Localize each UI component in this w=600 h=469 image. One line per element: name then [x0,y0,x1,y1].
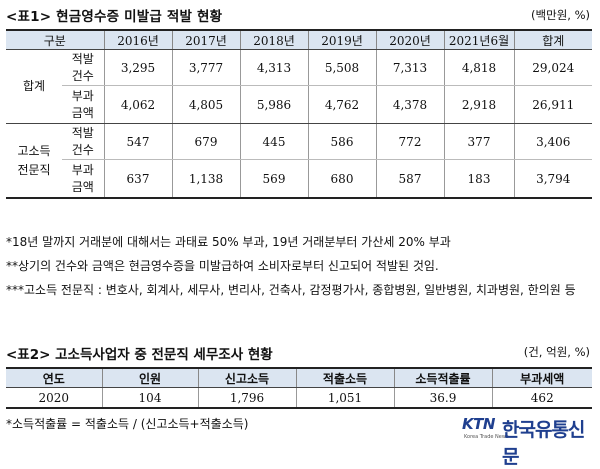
value-cell: 3,794 [513,159,592,199]
metric-line: 적발 [71,125,94,140]
value-cell: 462 [491,387,592,409]
header-cell: 2018년 [239,29,308,50]
group-label-line: 합계 [22,79,46,93]
metric-label: 부과 금액 [62,159,104,199]
value-cell: 1,051 [295,387,394,409]
value-cell: 4,062 [103,85,172,124]
value-cell: 679 [171,123,240,160]
table-row: 부과 금액 4,062 4,805 5,986 4,762 4,378 2,91… [6,85,592,124]
header-cell: 구분 [6,29,104,50]
table2-header-row: 연도 인원 신고소득 적출소득 소득적출률 부과세액 [6,367,592,388]
header-cell: 소득적출률 [393,367,492,388]
logo-name: 한국유통신문 [502,419,585,468]
value-cell: 547 [103,123,172,160]
metric-label: 적발 건수 [62,49,104,86]
header-cell: 2020년 [375,29,444,50]
metric-line: 건수 [71,68,94,83]
value-cell: 29,024 [513,49,592,86]
value-cell: 586 [307,123,376,160]
header-cell: 적출소득 [295,367,394,388]
value-cell: 587 [375,159,444,199]
value-cell: 104 [101,387,198,409]
table2-title: <표2> 고소득사업자 중 전문직 세무조사 현황 [6,347,273,363]
header-cell: 합계 [513,29,592,50]
table1-unit: (백만원, %) [531,8,590,22]
value-cell: 4,818 [443,49,514,86]
value-cell: 3,777 [171,49,240,86]
metric-label: 적발 건수 [62,123,104,160]
table-row: 2020 104 1,796 1,051 36.9 462 [6,387,592,409]
value-cell: 3,295 [103,49,172,86]
table-row: 부과 금액 637 1,138 569 680 587 183 3,794 [6,159,592,199]
metric-line: 건수 [71,142,94,157]
header-cell: 2019년 [307,29,376,50]
note-professions: ***고소득 전문직 : 변호사, 회계사, 세무사, 변리사, 건축사, 감정… [6,283,576,297]
value-cell: 445 [239,123,308,160]
header-cell: 2017년 [171,29,240,50]
metric-line: 금액 [71,105,94,120]
value-cell: 4,762 [307,85,376,124]
table2-unit: (건, 억원, %) [523,345,590,359]
metric-line: 부과 [71,88,94,103]
table-row: 고소득 전문직 적발 건수 547 679 445 586 772 377 3,… [6,123,592,199]
logo-subtitle: Korea Trade News [464,434,509,440]
value-cell: 3,406 [513,123,592,160]
ktn-logo: KTN Korea Trade News 한국유통신문 [462,413,596,468]
value-cell: 2020 [6,387,102,409]
value-cell: 4,378 [375,85,444,124]
metric-line: 금액 [71,179,94,194]
logo-mark: KTN [462,415,495,433]
note-source: **상기의 건수와 금액은 현금영수증을 미발급하여 소비자로부터 신고되어 적… [6,259,439,273]
header-cell: 신고소득 [197,367,296,388]
value-cell: 772 [375,123,444,160]
table2-footnote: *소득적출률 = 적출소득 / (신고소득+적출소득) [6,417,249,431]
group-label: 고소득 전문직 [6,123,62,199]
table1-title: <표1> 현금영수증 미발급 적발 현황 [6,9,223,25]
value-cell: 5,508 [307,49,376,86]
cash-receipt-table: 구분 2016년 2017년 2018년 2019년 2020년 2021년6월… [6,29,592,199]
header-cell: 인원 [101,367,198,388]
value-cell: 5,986 [239,85,308,124]
value-cell: 680 [307,159,376,199]
value-cell: 183 [443,159,514,199]
header-cell: 2016년 [103,29,172,50]
value-cell: 36.9 [393,387,492,409]
value-cell: 1,138 [171,159,240,199]
group-label-line: 고소득 [17,143,51,158]
tax-audit-table: 연도 인원 신고소득 적출소득 소득적출률 부과세액 2020 104 1,79… [6,367,592,409]
metric-label: 부과 금액 [62,85,104,124]
value-cell: 637 [103,159,172,199]
value-cell: 2,918 [443,85,514,124]
metric-line: 부과 [71,162,94,177]
value-cell: 4,313 [239,49,308,86]
value-cell: 377 [443,123,514,160]
group-label: 합계 [6,49,62,124]
value-cell: 7,313 [375,49,444,86]
header-cell: 부과세액 [491,367,592,388]
value-cell: 26,911 [513,85,592,124]
note-penalty: *18년 말까지 거래분에 대해서는 과태료 50% 부과, 19년 거래분부터… [6,235,451,249]
header-cell: 2021년6월 [443,29,514,50]
value-cell: 569 [239,159,308,199]
table-row: 합계 적발 건수 3,295 3,777 4,313 5,508 7,313 4… [6,49,592,124]
header-cell: 연도 [6,367,102,388]
metric-line: 적발 [71,51,94,66]
table1-header-row: 구분 2016년 2017년 2018년 2019년 2020년 2021년6월… [6,29,592,50]
value-cell: 1,796 [197,387,296,409]
group-label-line: 전문직 [17,162,51,177]
value-cell: 4,805 [171,85,240,124]
